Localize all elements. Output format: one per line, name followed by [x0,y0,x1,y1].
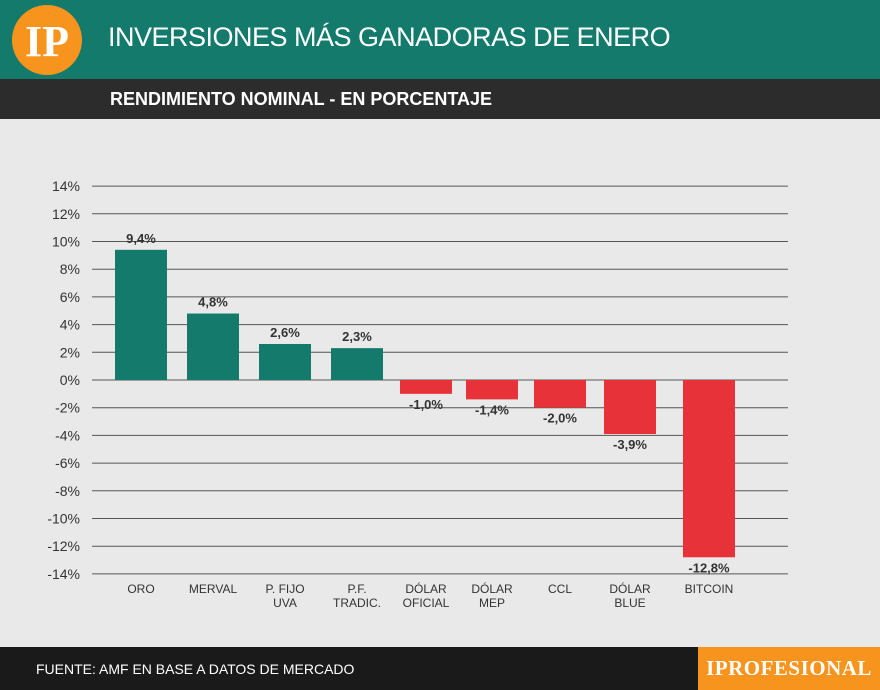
brand-name: IPROFESIONAL [706,656,872,680]
bar [115,249,167,380]
bar [187,313,239,380]
chart-area: 14% 12% 10% 8% 6% 4% 2% 0% -2% -4% -6% -8% -10% -12% -… [0,119,880,647]
chart-subtitle: RENDIMIENTO NOMINAL - EN PORCENTAJE [110,89,493,109]
y-tick-label: 0% [60,372,80,388]
y-tick-label: -12% [47,538,80,554]
x-tick-label: CCL [548,582,572,596]
y-tick-label: 10% [52,234,80,250]
y-tick-label: 6% [60,289,80,305]
data-label: 9,4% [126,231,156,246]
bar [604,380,656,435]
x-tick-label: BITCOIN [685,582,734,596]
y-tick-label: -4% [55,427,80,443]
x-tick-label: ORO [127,582,154,596]
x-tick-label: OFICIAL [403,596,450,610]
header-bar: IP INVERSIONES MÁS GANADORAS DE ENERO [0,0,880,79]
bar [400,380,452,394]
y-tick-label: 4% [60,317,80,333]
data-label: -2,0% [543,411,577,426]
x-tick-label: DÓLAR [609,581,651,596]
x-tick-label: TRADIC. [333,596,381,610]
y-tick-label: -14% [47,566,80,582]
source-note: FUENTE: AMF EN BASE A DATOS DE MERCADO [36,661,355,677]
y-tick-label: 8% [60,261,80,277]
x-tick-label: DÓLAR [471,581,513,596]
y-tick-label: -10% [47,511,80,527]
x-tick-label: P. FIJO [265,582,304,596]
y-tick-label: -8% [55,483,80,499]
logo-text: IP [25,17,69,66]
x-tick-label: BLUE [614,596,645,610]
y-tick-label: 14% [52,178,80,194]
data-label: 2,6% [270,325,300,340]
bar [534,380,586,408]
x-tick-label: DÓLAR [405,581,447,596]
data-label: -3,9% [613,437,647,452]
brand-logo: IP [12,5,82,75]
bar [466,380,518,400]
page-title: INVERSIONES MÁS GANADORAS DE ENERO [108,22,671,52]
data-label: 4,8% [198,295,228,310]
y-tick-label: 2% [60,344,80,360]
data-label: -1,0% [409,397,443,412]
x-tick-label: P.F. [347,582,366,596]
y-tick-label: 12% [52,206,80,222]
bar [259,343,311,380]
bar-chart: 14% 12% 10% 8% 6% 4% 2% 0% -2% -4% -6% -8% -10% -12% -… [47,178,788,610]
bar [683,380,735,558]
x-tick-label: MERVAL [189,582,238,596]
y-tick-label: -2% [55,400,80,416]
bar [331,348,383,380]
x-tick-label: UVA [273,596,297,610]
subtitle-bar: RENDIMIENTO NOMINAL - EN PORCENTAJE [0,79,880,119]
brand-badge: IPROFESIONAL [698,647,880,690]
y-tick-label: -6% [55,455,80,471]
data-label: -1,4% [475,402,509,417]
data-label: 2,3% [342,329,372,344]
x-tick-label: MEP [479,596,505,610]
data-label: -12,8% [688,560,730,575]
